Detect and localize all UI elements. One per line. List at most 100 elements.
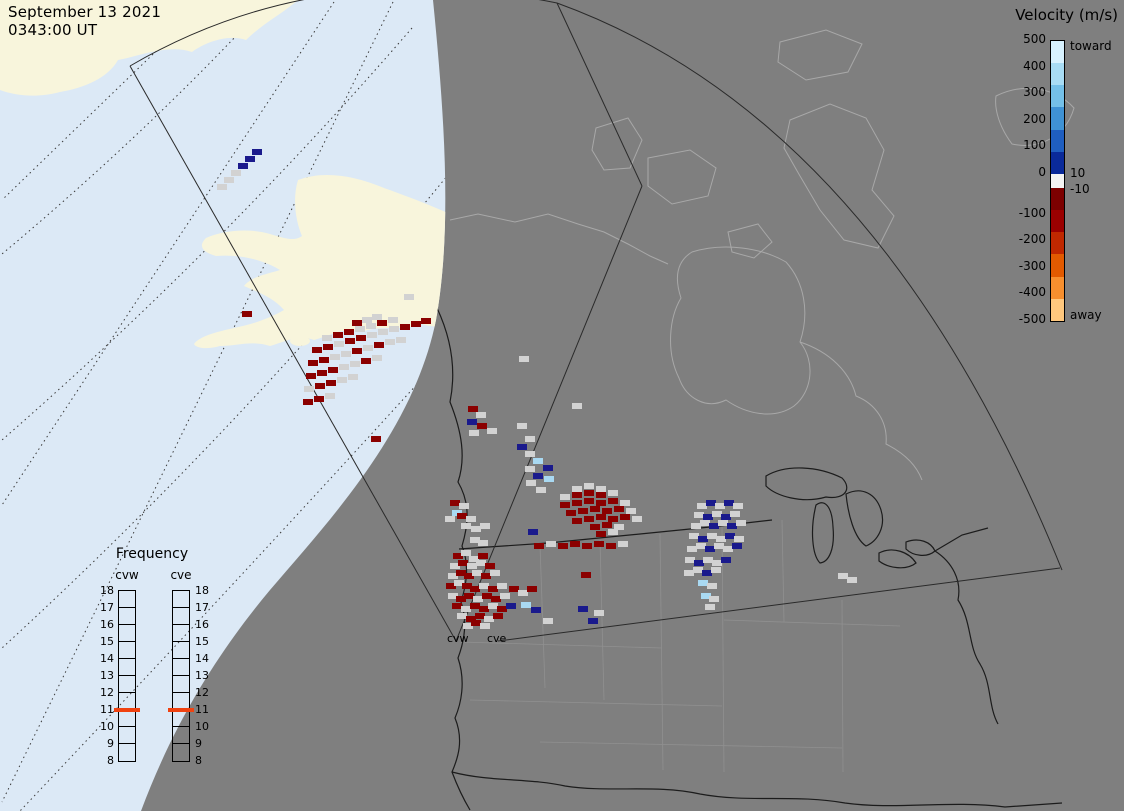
- echo-cell: [485, 563, 495, 569]
- echo-cell: [361, 358, 371, 364]
- echo-cell: [469, 430, 479, 436]
- echo-cell: [691, 523, 701, 529]
- echo-cell: [533, 458, 543, 464]
- echo-cell: [596, 514, 606, 520]
- echo-cell: [453, 553, 463, 559]
- coast-north-slope: [449, 213, 669, 265]
- echo-cell: [319, 357, 329, 363]
- echo-cell: [366, 323, 376, 329]
- frequency-tick-label: 8: [107, 754, 114, 767]
- nightside-region: [141, 0, 1124, 811]
- echo-cell: [578, 508, 588, 514]
- echo-cell: [572, 486, 582, 492]
- echo-cell: [456, 596, 466, 602]
- echo-cell: [488, 603, 498, 609]
- time-label: 0343:00 UT: [8, 20, 98, 39]
- echo-cell: [481, 573, 491, 579]
- echo-cell: [544, 476, 554, 482]
- echo-cell: [697, 503, 707, 509]
- echo-cell: [596, 500, 606, 506]
- echo-cell: [479, 583, 489, 589]
- frequency-ladder-cell: [173, 710, 189, 727]
- echo-cell: [608, 529, 618, 535]
- island-ellesmere: [777, 29, 863, 81]
- echo-cell: [458, 560, 468, 566]
- velocity-tick-label: -10: [1070, 182, 1090, 196]
- echo-cell: [525, 436, 535, 442]
- echo-cell: [724, 500, 734, 506]
- land-alaska: [194, 175, 446, 349]
- graticule-arc: [19, 369, 431, 811]
- echo-cell: [711, 567, 721, 573]
- echo-cell: [242, 311, 252, 317]
- echo-cell: [706, 500, 716, 506]
- echo-cell: [477, 423, 487, 429]
- velocity-tick-label: 0: [1038, 165, 1046, 179]
- echo-cell: [618, 541, 628, 547]
- frequency-legend-title: Frequency: [115, 546, 189, 562]
- frequency-ladder-cell: [119, 744, 135, 761]
- echo-cell: [467, 419, 477, 425]
- echo-cell: [534, 543, 544, 549]
- velocity-color-cell-toward: [1051, 41, 1064, 64]
- lake-erie: [878, 549, 917, 569]
- echo-cell: [337, 377, 347, 383]
- frequency-ladder-cell: [173, 744, 189, 761]
- gulf-coast: [451, 771, 1063, 808]
- echo-cell: [521, 602, 531, 608]
- echo-cell: [388, 317, 398, 323]
- border-east: [934, 527, 989, 552]
- frequency-ladder-cell: [173, 659, 189, 676]
- labrador-coast: [799, 341, 923, 481]
- echo-cell: [584, 498, 594, 504]
- echo-cell: [602, 522, 612, 528]
- echo-cell: [694, 512, 704, 518]
- graticule-arc: [1, 27, 413, 441]
- echo-cell: [736, 520, 746, 526]
- echo-cell: [478, 540, 488, 546]
- lake-ontario: [905, 539, 936, 556]
- echo-cell: [560, 502, 570, 508]
- echo-cell: [596, 531, 606, 537]
- frequency-tick-label: 8: [195, 754, 202, 767]
- radar-site-label-cvw: cvw: [447, 632, 469, 645]
- echo-cell: [400, 324, 410, 330]
- frequency-ladder-cell: [119, 608, 135, 625]
- frequency-tick-label: 10: [195, 720, 209, 733]
- frequency-tick-label: 18: [195, 584, 209, 597]
- echo-cell: [689, 533, 699, 539]
- echo-cell: [698, 580, 708, 586]
- velocity-tick-label: 10: [1070, 166, 1086, 180]
- echo-cell: [306, 373, 316, 379]
- echo-cell: [596, 486, 606, 492]
- echo-cell: [238, 163, 248, 169]
- echo-cell: [468, 406, 478, 412]
- lake-michigan: [811, 502, 834, 564]
- echo-cell: [584, 483, 594, 489]
- echo-cell: [578, 606, 588, 612]
- velocity-tick-label: -200: [1018, 232, 1046, 247]
- echo-cell: [536, 487, 546, 493]
- echo-cell: [594, 610, 604, 616]
- away-label: away: [1070, 308, 1102, 322]
- frequency-tick-label: 9: [195, 737, 202, 750]
- echo-cell: [421, 318, 431, 324]
- island-victoria: [647, 149, 717, 205]
- state-line: [841, 599, 844, 773]
- echo-cell: [721, 514, 731, 520]
- frequency-tick-label: 9: [107, 737, 114, 750]
- echo-cell: [378, 329, 388, 335]
- echo-cell: [543, 618, 553, 624]
- echo-cell: [584, 490, 594, 496]
- velocity-color-cell-toward: [1051, 129, 1064, 152]
- echo-cell: [463, 623, 473, 629]
- echo-cell: [572, 500, 582, 506]
- echo-cell: [838, 573, 848, 579]
- state-line: [539, 544, 546, 689]
- echo-cell: [525, 451, 535, 457]
- velocity-color-cell-away: [1051, 276, 1064, 299]
- echo-cell: [374, 342, 384, 348]
- velocity-tick-label: 300: [1023, 85, 1046, 100]
- echo-cell: [396, 337, 406, 343]
- echo-cell: [371, 436, 381, 442]
